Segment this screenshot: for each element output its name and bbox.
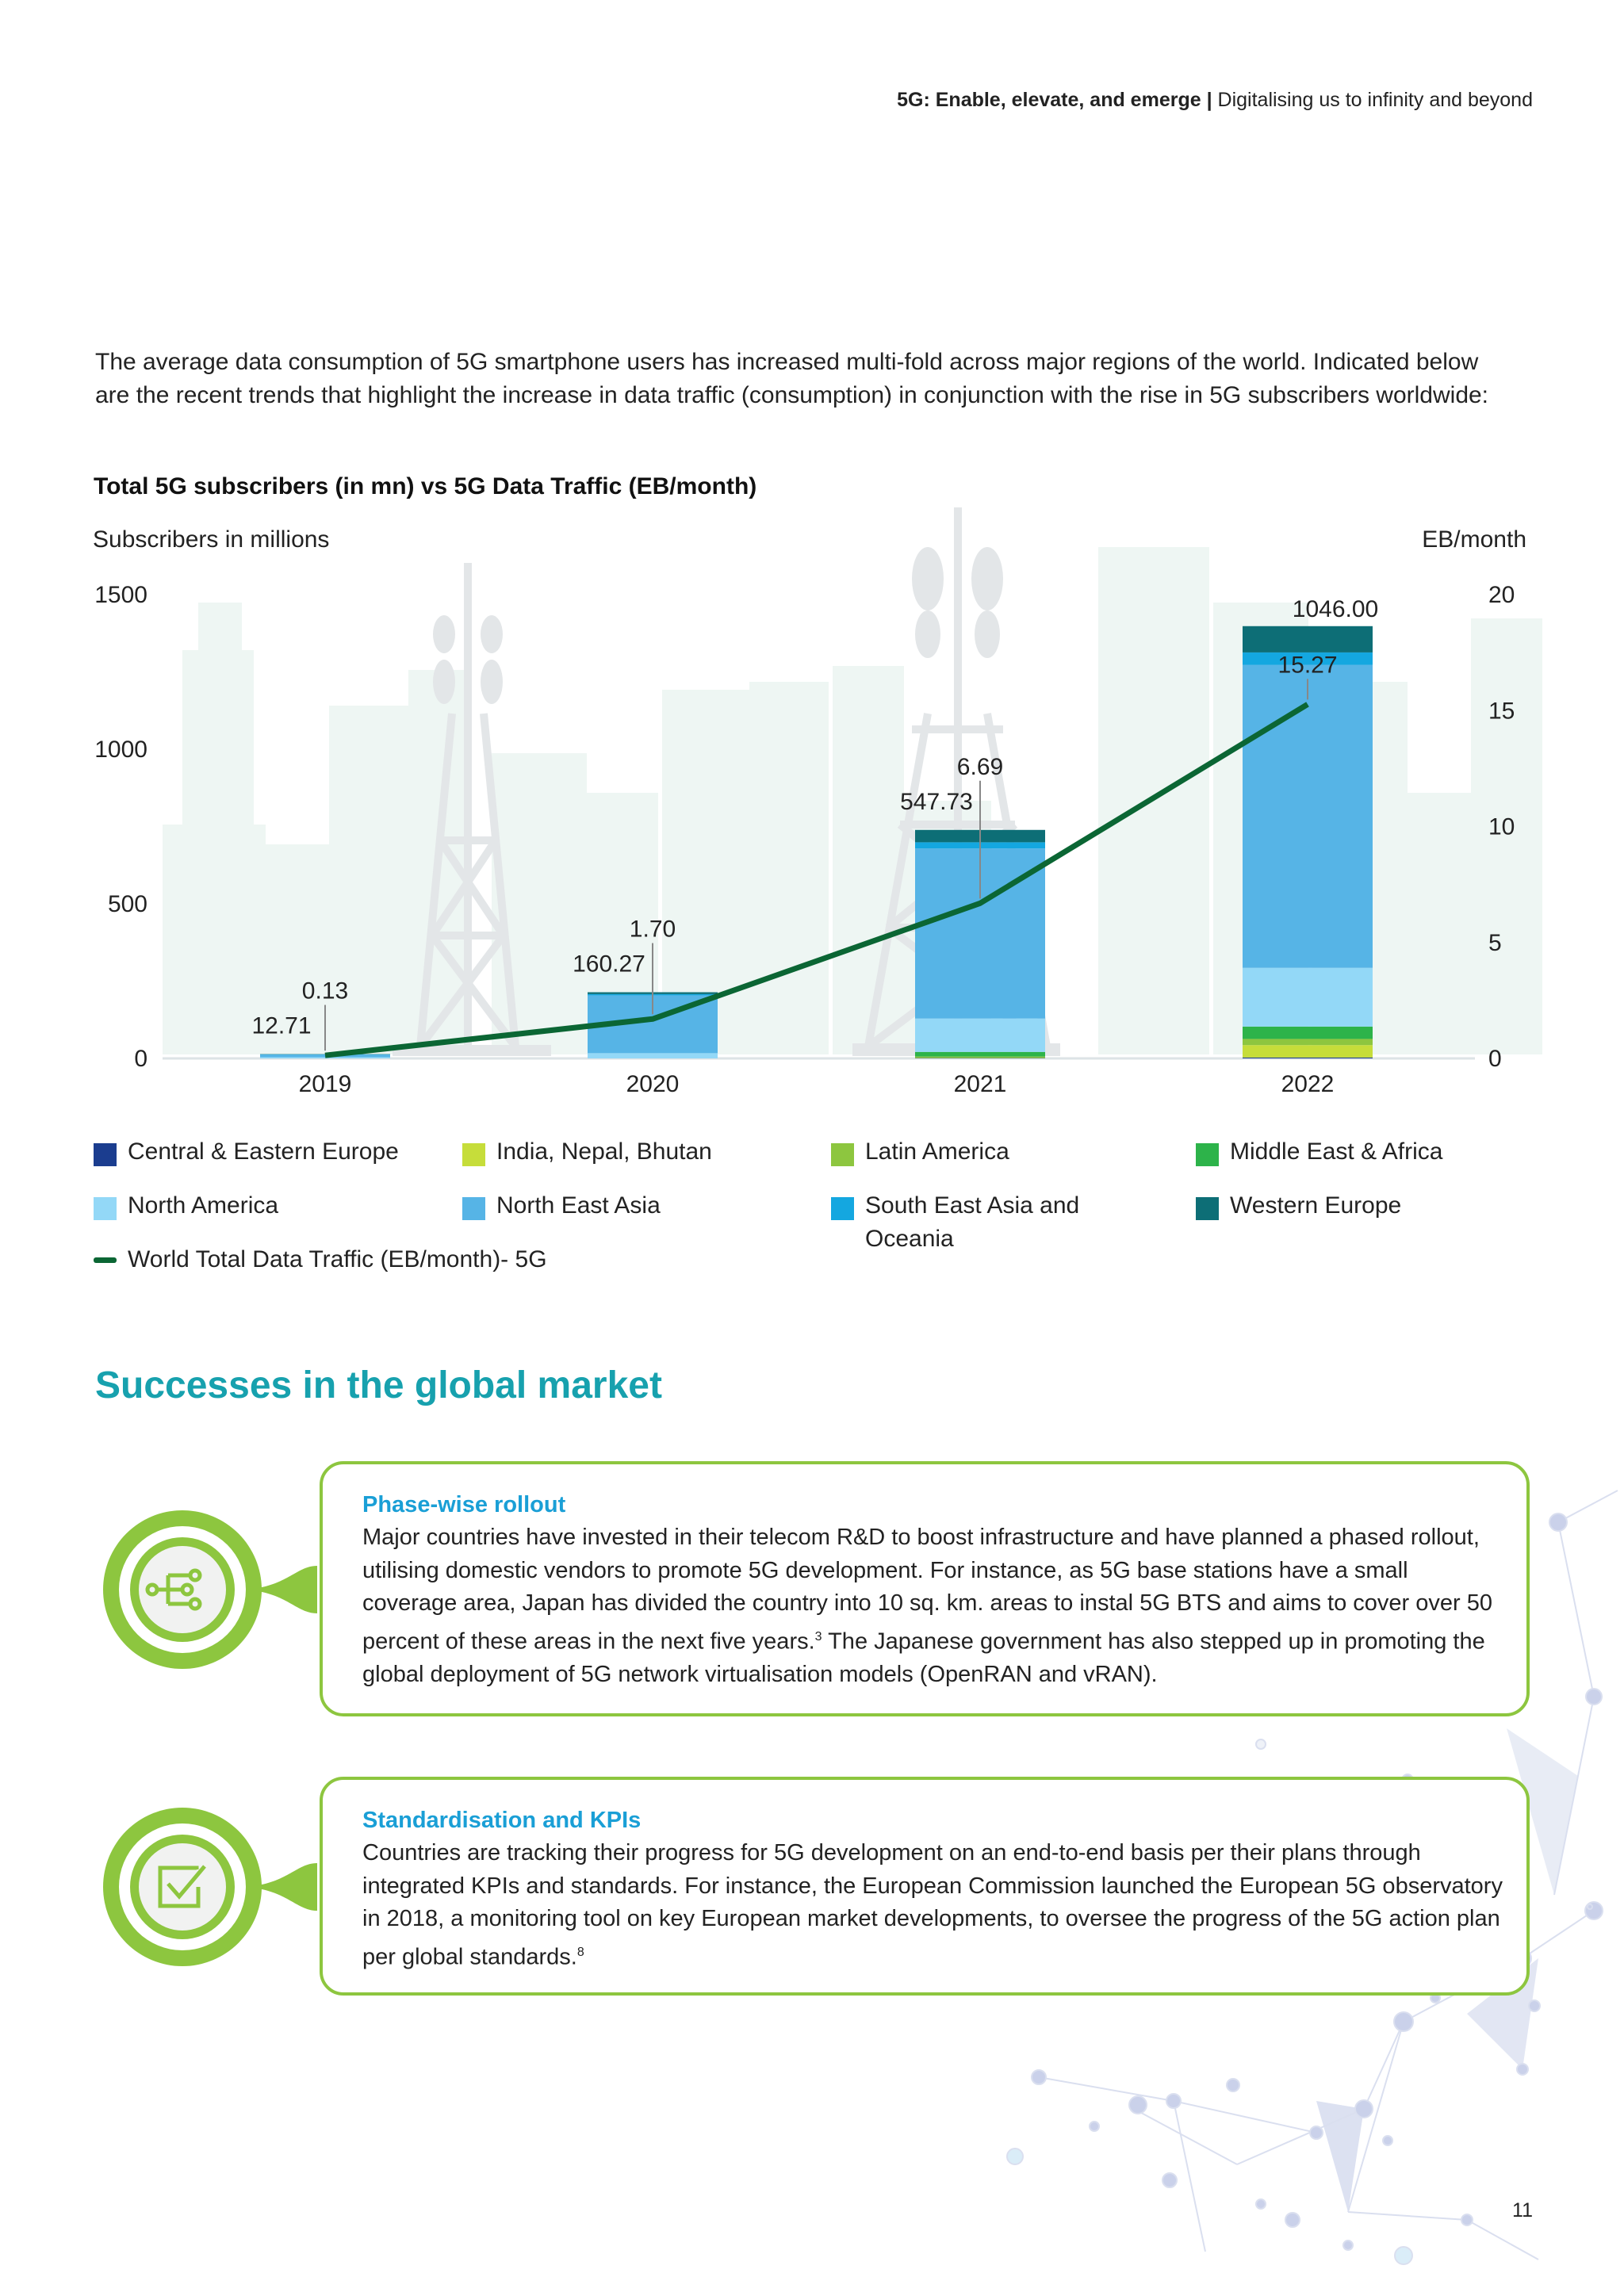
legend-swatch: [94, 1197, 117, 1220]
bar-segment: [915, 1051, 1045, 1057]
phase-wise-rollout-card: Phase-wise rollout Major countries have …: [320, 1461, 1530, 1716]
legend-label: Middle East & Africa: [1230, 1138, 1443, 1165]
line-value-label: 0.13: [302, 978, 348, 1004]
y2-tick-label: 10: [1488, 814, 1515, 840]
line-value-label: 1.70: [630, 916, 676, 943]
x-tick-label: 2021: [954, 1071, 1007, 1097]
legend-label: North America: [128, 1192, 279, 1219]
footnote-ref: 3: [814, 1629, 822, 1644]
intro-paragraph: The average data consumption of 5G smart…: [95, 349, 1489, 408]
card-title: Standardisation and KPIs: [362, 1808, 642, 1833]
legend-swatch: [1196, 1197, 1219, 1220]
bar-segment: [1243, 664, 1373, 968]
y-axis-label: Subscribers in millions: [93, 526, 329, 553]
x-tick-label: 2019: [299, 1071, 352, 1097]
footnote-ref: 8: [576, 1945, 584, 1959]
y2-tick-label: 5: [1488, 930, 1502, 956]
traffic-line: [324, 702, 1309, 1058]
line-value-label: 15.27: [1277, 652, 1337, 678]
checkbox-icon: [158, 1865, 206, 1908]
y-tick-label: 1500: [94, 582, 147, 608]
subscribers-traffic-chart: Subscribers in millions EB/month 0500100…: [93, 507, 1542, 1097]
y2-tick-label: 20: [1488, 582, 1515, 608]
bar-value-label: 547.73: [900, 789, 973, 815]
bar-segment: [1243, 1039, 1373, 1046]
chart-legend: Central & Eastern Europe India, Nepal, Bh…: [94, 1135, 1521, 1278]
header-rest: Digitalising us to infinity and beyond: [1217, 89, 1533, 111]
legend-swatch: [462, 1197, 485, 1220]
bar-segment: [260, 1054, 390, 1058]
bar-segment: [1243, 626, 1373, 652]
y2-tick-label: 15: [1488, 698, 1515, 724]
page-header: 5G: Enable, elevate, and emerge | Digita…: [897, 89, 1533, 112]
bar-value-label: 160.27: [573, 951, 645, 978]
header-bold: 5G: Enable, elevate, and emerge: [897, 89, 1201, 111]
legend-label: Central & Eastern Europe: [128, 1138, 399, 1165]
bar-value-label: 1046.00: [1293, 596, 1378, 622]
card-body: Major countries have invested in their t…: [362, 1525, 1492, 1687]
y2-axis-label: EB/month: [1422, 526, 1526, 553]
y-tick-label: 0: [134, 1046, 147, 1072]
legend-swatch: [831, 1197, 854, 1220]
y-tick-label: 1000: [94, 737, 147, 763]
x-tick-label: 2020: [626, 1071, 680, 1097]
bar-segment: [1243, 1045, 1373, 1058]
y-tick-label: 500: [108, 891, 147, 917]
bar-segment: [915, 1056, 1045, 1058]
bar-segment: [1243, 652, 1373, 665]
bar-segment: [1243, 1026, 1373, 1039]
standardisation-icon-badge: [87, 1800, 341, 1978]
legend-swatch: [94, 1143, 117, 1166]
legend-label: Western Europe: [1230, 1192, 1402, 1219]
legend-label: North East Asia: [496, 1192, 661, 1219]
legend-swatch: [831, 1143, 854, 1166]
line-value-label: 6.69: [957, 754, 1003, 780]
legend-label: India, Nepal, Bhutan: [496, 1138, 712, 1165]
legend-swatch: [1196, 1143, 1219, 1166]
bar-segment: [1243, 967, 1373, 1027]
y2-tick-label: 0: [1488, 1046, 1502, 1072]
card-title: Phase-wise rollout: [362, 1492, 566, 1517]
bar-segment: [260, 1057, 390, 1058]
network-branch-icon: [145, 1568, 202, 1611]
legend-label: South East Asia and Oceania: [865, 1192, 1080, 1252]
card-body: Countries are tracking their progress fo…: [362, 1840, 1503, 1970]
chart-title: Total 5G subscribers (in mn) vs 5G Data …: [94, 473, 757, 499]
bar-value-label: 12.71: [251, 1013, 311, 1039]
legend-label: World Total Data Traffic (EB/month)- 5G: [128, 1246, 547, 1272]
legend-swatch: [94, 1257, 117, 1263]
bar-segment: [588, 1053, 718, 1058]
x-tick-label: 2022: [1281, 1071, 1335, 1097]
header-separator: |: [1206, 89, 1212, 111]
legend-label: Latin America: [865, 1138, 1009, 1165]
phase-wise-icon-badge: [87, 1502, 341, 1681]
legend-swatch: [462, 1143, 485, 1166]
standardisation-kpis-card: Standardisation and KPIs Countries are t…: [320, 1777, 1530, 1996]
bar-segment: [915, 1018, 1045, 1052]
page-number: 11: [1512, 2199, 1533, 2221]
section-title: Successes in the global market: [95, 1364, 662, 1406]
